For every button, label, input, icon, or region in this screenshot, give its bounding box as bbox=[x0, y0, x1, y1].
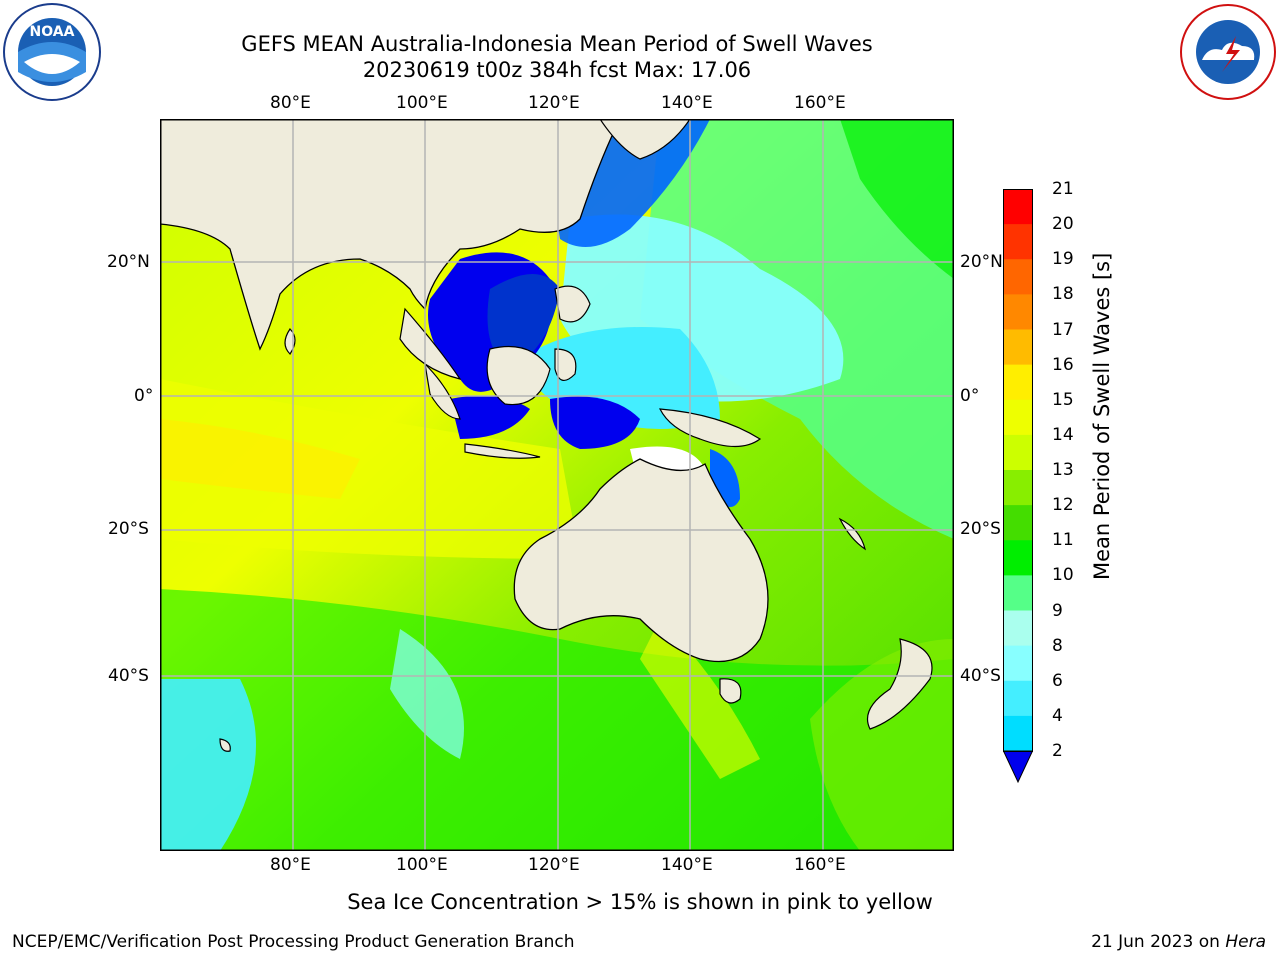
lat-label-right: 20°S bbox=[960, 519, 1001, 539]
colorbar-segment bbox=[1003, 259, 1033, 295]
lon-label-bottom: 160°E bbox=[794, 855, 846, 875]
colorbar-segment bbox=[1003, 575, 1033, 611]
colorbar-segment bbox=[1003, 224, 1033, 260]
lon-label-bottom: 140°E bbox=[661, 855, 713, 875]
colorbar-tick-label: 13 bbox=[1052, 460, 1074, 480]
colorbar-segment bbox=[1003, 715, 1033, 752]
nws-logo bbox=[1178, 2, 1278, 102]
banda-sea-dark-blue bbox=[550, 396, 640, 449]
colorbar-segment bbox=[1003, 610, 1033, 647]
lat-label-right: 0° bbox=[960, 386, 980, 406]
colorbar-tick-label: 2 bbox=[1052, 741, 1063, 761]
sumatra bbox=[424, 362, 461, 420]
colorbar-segment bbox=[1003, 189, 1033, 225]
colorbar-segment bbox=[1003, 329, 1033, 366]
pacific-green-ne bbox=[840, 119, 954, 279]
korea-japan bbox=[598, 118, 692, 160]
south-china-sea-core bbox=[487, 274, 560, 369]
yellow-patch-s bbox=[640, 619, 760, 779]
colorbar-segment bbox=[1003, 505, 1033, 541]
colorbar-tick-label: 21 bbox=[1052, 179, 1074, 199]
swell-period-map bbox=[159, 118, 954, 851]
colorbar-segment bbox=[1003, 399, 1033, 436]
colorbar-extend-arrow bbox=[1002, 750, 1034, 784]
colorbar-tick-label: 15 bbox=[1052, 389, 1074, 410]
kerguelen bbox=[219, 738, 231, 752]
lat-label-right: 20°N bbox=[960, 252, 1003, 272]
colorbar-tick-label: 16 bbox=[1052, 354, 1074, 375]
lon-label-top: 80°E bbox=[270, 93, 311, 113]
lat-label-left: 0° bbox=[134, 386, 154, 406]
lon-label-bottom: 120°E bbox=[528, 855, 580, 875]
sea-ice-note: Sea Ice Concentration > 15% is shown in … bbox=[347, 890, 933, 914]
java bbox=[464, 443, 541, 459]
colorbar bbox=[1002, 189, 1034, 784]
australia bbox=[513, 458, 769, 663]
footer-host: Hera bbox=[1225, 932, 1266, 952]
lon-label-top: 160°E bbox=[794, 93, 846, 113]
java-sea-dark-blue bbox=[450, 395, 530, 439]
lat-label-left: 40°S bbox=[108, 666, 149, 686]
chart-subtitle: 20230619 t00z 384h fcst Max: 17.06 bbox=[362, 58, 752, 82]
tasmania bbox=[719, 678, 742, 704]
cyan-patch-s bbox=[390, 629, 464, 759]
colorbar-tick-label: 14 bbox=[1052, 424, 1074, 445]
colorbar-frame bbox=[1003, 189, 1033, 752]
colorbar-tick-label: 17 bbox=[1052, 319, 1074, 340]
colorbar-tick-label: 10 bbox=[1052, 565, 1074, 586]
footer-branch: NCEP/EMC/Verification Post Processing Pr… bbox=[12, 932, 575, 952]
colorbar-tick-label: 4 bbox=[1052, 705, 1063, 726]
lon-label-bottom: 80°E bbox=[270, 855, 311, 875]
svg-text:NOAA: NOAA bbox=[30, 24, 75, 40]
philippines bbox=[554, 285, 591, 323]
colorbar-title: Mean Period of Swell Waves [s] bbox=[1090, 252, 1114, 580]
yellow-swell-band bbox=[160, 379, 580, 559]
colorbar-tick-label: 9 bbox=[1052, 600, 1063, 621]
lat-label-right: 40°S bbox=[960, 666, 1001, 686]
colorbar-segment bbox=[1003, 645, 1033, 682]
colorbar-segment bbox=[1003, 364, 1033, 401]
green-swell-region bbox=[160, 589, 954, 851]
colorbar-tick-label: 18 bbox=[1052, 284, 1074, 305]
chart-title: GEFS MEAN Australia-Indonesia Mean Perio… bbox=[241, 32, 873, 56]
lat-label-left: 20°S bbox=[108, 519, 149, 539]
graticule bbox=[160, 119, 954, 851]
colorbar-segment bbox=[1003, 294, 1033, 330]
colorbar-segment bbox=[1003, 680, 1033, 717]
colorbar-tick-label: 8 bbox=[1052, 635, 1063, 656]
borneo bbox=[486, 345, 551, 406]
yellow-swell-patch bbox=[160, 419, 360, 499]
cyan-patch-sw bbox=[160, 679, 256, 851]
colorbar-tick-label: 20 bbox=[1052, 214, 1074, 235]
lon-label-top: 140°E bbox=[661, 93, 713, 113]
lon-label-bottom: 100°E bbox=[396, 855, 448, 875]
lat-label-left: 20°N bbox=[107, 252, 150, 272]
colorbar-segment bbox=[1003, 540, 1033, 576]
map-frame bbox=[160, 119, 954, 851]
footer-date: 21 Jun 2023 on Hera bbox=[1091, 932, 1266, 952]
lon-label-top: 120°E bbox=[528, 93, 580, 113]
colorbar-segment bbox=[1003, 434, 1033, 471]
colorbar-tick-label: 19 bbox=[1052, 249, 1074, 270]
colorbar-segment bbox=[1003, 470, 1033, 506]
footer-date-text: 21 Jun 2023 on bbox=[1091, 932, 1226, 952]
noaa-logo: NOAA bbox=[2, 2, 102, 102]
colorbar-tick-label: 6 bbox=[1052, 670, 1063, 691]
colorbar-tick-label: 11 bbox=[1052, 530, 1074, 551]
lon-label-top: 100°E bbox=[396, 93, 448, 113]
new-guinea bbox=[658, 408, 762, 448]
colorbar-tick-label: 12 bbox=[1052, 495, 1074, 516]
